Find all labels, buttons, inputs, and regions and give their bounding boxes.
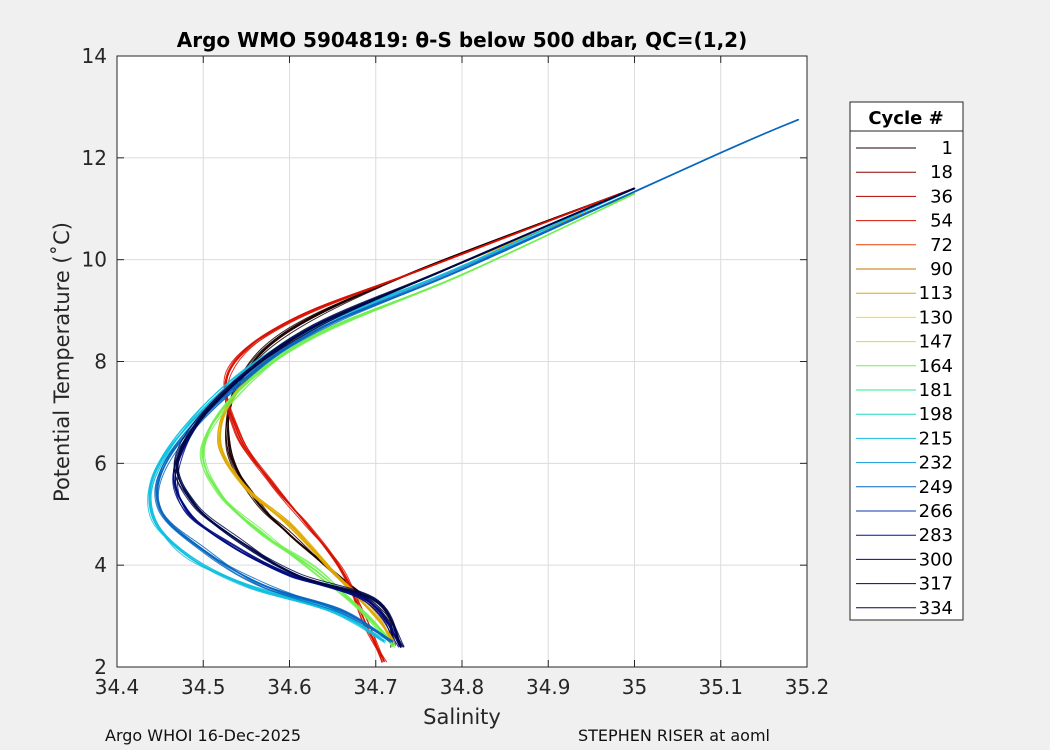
y-tick-label: 14 [82, 44, 107, 68]
y-axis-label: Potential Temperature (˚C) [50, 222, 74, 502]
legend-label-266: 266 [919, 501, 953, 522]
x-tick-label: 35 [622, 675, 647, 699]
x-tick-label: 34.5 [181, 675, 226, 699]
y-tick-label: 8 [94, 350, 107, 374]
chart-title: Argo WMO 5904819: θ-S below 500 dbar, QC… [177, 28, 747, 52]
legend-label-1: 1 [942, 138, 953, 159]
y-tick-label: 12 [82, 146, 107, 170]
x-tick-label: 34.7 [353, 675, 398, 699]
footer-left: Argo WHOI 16-Dec-2025 [105, 726, 302, 745]
ticks: 34.4 34.5 34.6 34.7 34.8 34.9 35 35.1 35.2 2 4 6 8 10… [82, 44, 830, 699]
legend-items: 1 18 36 54 72 90 113 130 147 164 181 198 215 232 249 26… [856, 138, 953, 619]
footer-right: STEPHEN RISER at aoml [578, 726, 770, 745]
x-tick-label: 34.9 [526, 675, 571, 699]
y-tick-label: 10 [82, 248, 107, 272]
legend-label-130: 130 [919, 307, 953, 328]
series-164-line [199, 193, 636, 646]
y-tick-label: 4 [94, 553, 107, 577]
legend-label-54: 54 [930, 211, 953, 232]
series-group [147, 118, 800, 663]
y-tick-label: 2 [94, 655, 107, 679]
x-tick-label: 34.8 [440, 675, 485, 699]
legend-label-113: 113 [919, 283, 953, 304]
legend-label-232: 232 [919, 453, 953, 474]
legend-label-164: 164 [919, 356, 953, 377]
series-334-line [177, 187, 634, 646]
legend-label-283: 283 [919, 525, 953, 546]
y-tick-label: 6 [94, 451, 107, 475]
legend-box [849, 101, 964, 621]
legend-label-317: 317 [919, 574, 953, 595]
legend-title: Cycle # [868, 108, 943, 129]
legend-label-147: 147 [919, 332, 953, 353]
x-tick-label: 35.1 [698, 675, 743, 699]
legend-label-72: 72 [930, 235, 953, 256]
x-tick-label: 35.2 [785, 675, 830, 699]
series-334-line [173, 187, 636, 648]
legend-label-300: 300 [919, 549, 953, 570]
x-tick-label: 34.4 [95, 675, 140, 699]
legend-label-18: 18 [930, 162, 953, 183]
x-axis-label: Salinity [423, 705, 501, 729]
x-tick-label: 34.6 [267, 675, 312, 699]
legend: Cycle # 1 18 36 54 72 90 113 130 147 164 181 198 215… [849, 101, 964, 621]
legend-label-181: 181 [919, 380, 953, 401]
series-215-line [148, 187, 635, 643]
legend-label-198: 198 [919, 404, 953, 425]
series-215-line [149, 187, 636, 644]
legend-label-36: 36 [930, 186, 953, 207]
legend-label-90: 90 [930, 259, 953, 280]
legend-label-249: 249 [919, 477, 953, 498]
legend-label-334: 334 [919, 598, 953, 619]
legend-label-215: 215 [919, 428, 953, 449]
